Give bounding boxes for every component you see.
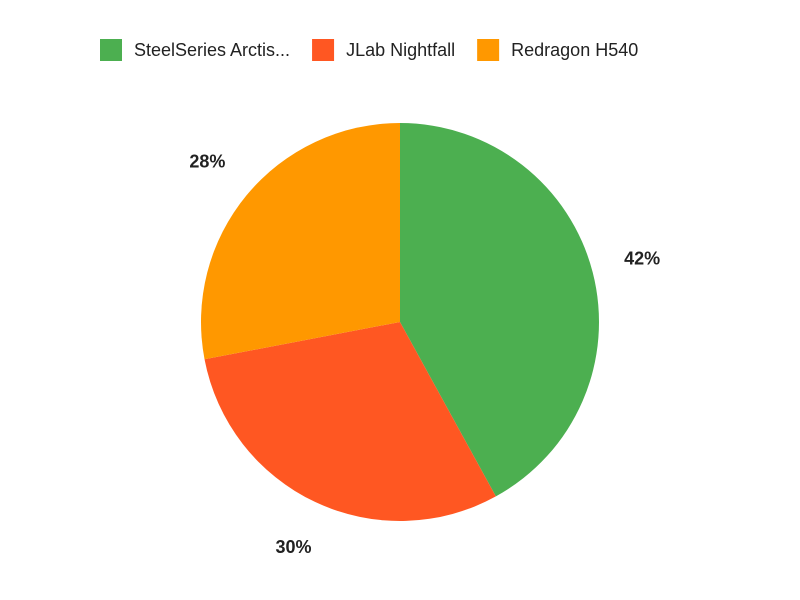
legend-swatch[interactable] bbox=[312, 39, 335, 61]
pie-slice bbox=[400, 123, 599, 497]
pie-slice bbox=[200, 123, 400, 360]
slice-label: 30% bbox=[276, 537, 312, 557]
legend-label[interactable]: JLab Nightfall bbox=[346, 40, 455, 60]
slice-label: 42% bbox=[624, 249, 660, 269]
legend-swatch[interactable] bbox=[477, 39, 500, 61]
slice-label: 28% bbox=[189, 151, 225, 171]
legend-label[interactable]: Redragon H540 bbox=[511, 40, 638, 60]
legend-label[interactable]: SteelSeries Arctis... bbox=[134, 40, 290, 60]
legend-swatch[interactable] bbox=[100, 39, 122, 61]
pie-slice bbox=[204, 322, 496, 521]
